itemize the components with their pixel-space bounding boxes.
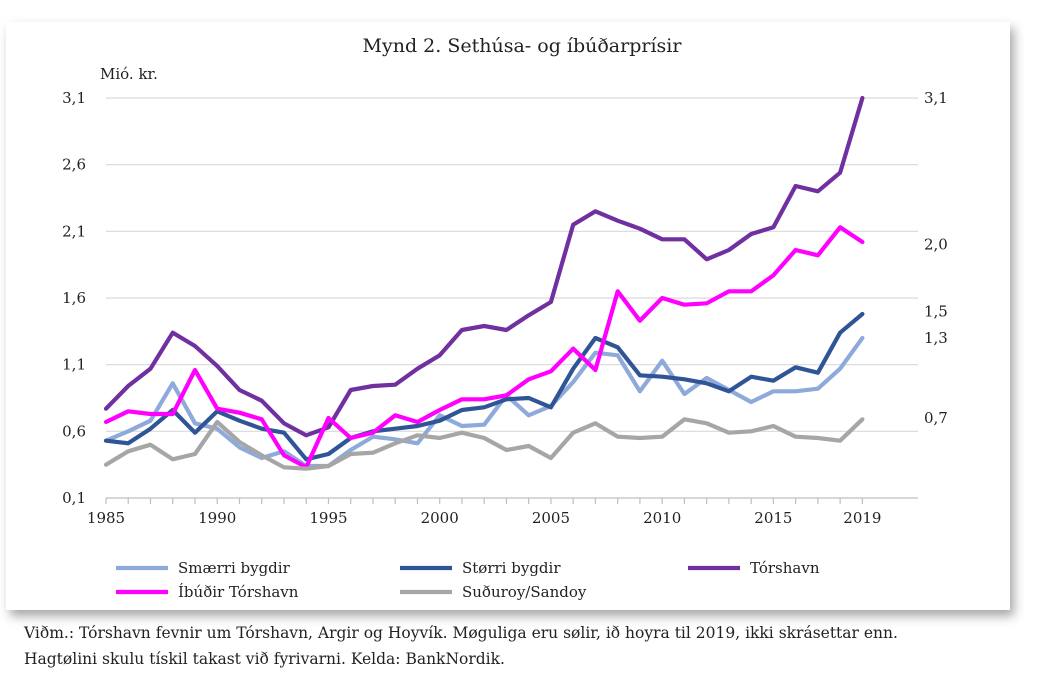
y-tick-label: 2,1: [62, 222, 86, 240]
end-value-label: 0,7: [924, 409, 948, 427]
end-value-label: 3,1: [924, 89, 948, 107]
line-chart: Mynd 2. Sethúsa- og íbúðarprísir Mió. kr.…: [62, 35, 948, 601]
y-tick-label: 1,1: [62, 356, 86, 374]
end-value-label: 2,0: [924, 236, 948, 254]
chart-note-line-2: Hagtølini skulu tískil takast við fyriva…: [24, 650, 505, 668]
y-tick-label: 0,1: [62, 489, 86, 507]
series-line-st-rri-bygdir: [103, 311, 865, 462]
legend-label: Íbúðir Tórshavn: [178, 583, 299, 601]
end-value-label: 1,5: [924, 302, 948, 320]
x-tick-label: 1985: [87, 509, 125, 527]
series-line-su-uroy-sandoy: [103, 417, 865, 471]
end-value-label: 1,3: [924, 329, 948, 347]
chart-note-line-1: Viðm.: Tórshavn fevnir um Tórshavn, Argi…: [24, 624, 898, 642]
y-tick-label: 3,1: [62, 89, 86, 107]
x-tick-label: 2005: [532, 509, 570, 527]
x-tick-label: 2010: [643, 509, 681, 527]
x-tick-label: 2015: [754, 509, 792, 527]
series-line-sm-rri-bygdir: [103, 335, 865, 469]
chart-title: Mynd 2. Sethúsa- og íbúðarprísir: [363, 35, 683, 57]
legend-label: Tórshavn: [750, 559, 820, 577]
series-line-t-rshavn: [103, 95, 865, 438]
y-tick-label: 0,6: [62, 422, 86, 440]
y-tick-label: 2,6: [62, 156, 86, 174]
x-tick-label: 2019: [843, 509, 881, 527]
x-tick-label: 1990: [198, 509, 236, 527]
y-tick-label: 1,6: [62, 289, 86, 307]
legend-label: Suðuroy/Sandoy: [462, 583, 587, 601]
series-line--b-ir-t-rshavn: [103, 225, 865, 470]
legend-label: Smærri bygdir: [178, 559, 291, 577]
chart-card: Mynd 2. Sethúsa- og íbúðarprísir Mió. kr.…: [6, 22, 1010, 610]
x-tick-label: 2000: [421, 509, 459, 527]
x-tick-label: 1995: [309, 509, 347, 527]
legend-label: Størri bygdir: [462, 559, 561, 577]
y-axis-label: Mió. kr.: [100, 65, 158, 83]
